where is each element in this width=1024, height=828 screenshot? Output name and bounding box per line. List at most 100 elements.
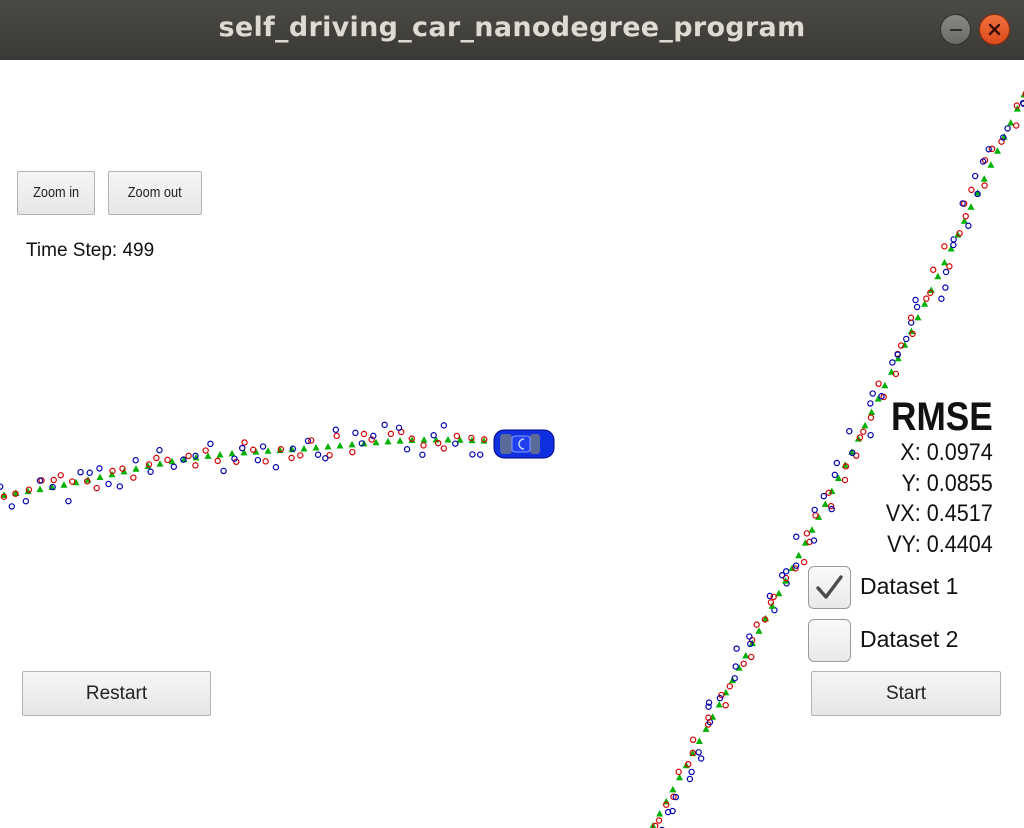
start-label: Start [885, 683, 927, 704]
lidar-measurement [652, 822, 659, 828]
radar-measurement [86, 469, 93, 476]
estimate-marker [240, 448, 248, 456]
radar-measurement [894, 351, 901, 358]
radar-measurement [304, 437, 312, 445]
radar-measurement [314, 451, 322, 458]
estimate-marker [914, 313, 922, 321]
radar-measurement [913, 303, 921, 311]
dataset-2-checkbox[interactable] [808, 619, 851, 662]
lidar-measurement [827, 502, 835, 510]
lidar-measurement [812, 512, 819, 519]
lidar-measurement [968, 186, 975, 194]
estimate-marker [921, 300, 929, 307]
lidar-measurement [689, 736, 697, 743]
lidar-measurement [841, 476, 849, 484]
lidar-measurement [408, 435, 415, 442]
rmse-vx: VX: 0.4517 [886, 500, 993, 527]
radar-measurement [974, 190, 981, 198]
zoom-out-label: Zoom out [128, 184, 182, 201]
estimate-marker [821, 500, 829, 507]
radar-measurement [49, 483, 56, 491]
zoom-out-button[interactable]: Zoom out [108, 171, 202, 215]
lidar-measurement [214, 457, 221, 465]
title-bar: self_driving_car_nanodegree_program [0, 0, 1024, 60]
lidar-measurement [185, 452, 192, 460]
radar-measurement [672, 793, 680, 801]
minimize-button[interactable] [940, 14, 971, 45]
lidar-measurement [249, 446, 257, 453]
lidar-measurement [856, 434, 864, 441]
zoom-in-label: Zoom in [32, 184, 80, 201]
radar-measurement [849, 449, 856, 457]
dataset-1-checkbox[interactable] [808, 566, 851, 609]
radar-measurement [959, 200, 966, 207]
radar-measurement [867, 431, 874, 439]
estimate-marker [755, 627, 763, 634]
estimate-marker [252, 448, 260, 455]
rmse-title: RMSE [891, 395, 993, 439]
close-button[interactable] [979, 14, 1010, 45]
radar-measurement [697, 755, 705, 762]
lidar-measurement [288, 454, 295, 462]
estimate-marker [1007, 119, 1015, 126]
dataset-1-label: Dataset 1 [860, 573, 959, 599]
estimate-marker [216, 451, 224, 458]
estimate-marker [168, 457, 176, 465]
radar-measurement [65, 497, 72, 505]
radar-measurement [705, 703, 712, 710]
radar-measurement [239, 444, 246, 452]
radar-measurement [370, 432, 377, 440]
radar-measurement [430, 432, 437, 439]
rmse-vy: VY: 0.4404 [887, 530, 993, 558]
restart-button[interactable]: Restart [22, 671, 211, 716]
lidar-measurement [83, 478, 91, 485]
zoom-in-button[interactable]: Zoom in [17, 171, 95, 215]
radar-measurement [867, 400, 874, 407]
lidar-measurement [69, 478, 76, 485]
radar-measurement [695, 749, 702, 756]
minimize-icon [950, 29, 962, 31]
estimate-marker [861, 421, 869, 429]
radar-measurement [272, 464, 280, 471]
estimate-marker [396, 437, 404, 444]
radar-measurement [259, 443, 267, 450]
radar-measurement [669, 807, 676, 815]
lidar-measurement [941, 243, 948, 250]
estimate-marker [24, 487, 32, 495]
radar-measurement [810, 537, 818, 544]
start-button[interactable]: Start [811, 671, 1001, 716]
radar-measurement [688, 768, 695, 776]
lidar-measurement [860, 428, 867, 435]
trajectory-plot [0, 91, 1024, 828]
radar-measurement [979, 158, 987, 165]
lidar-measurement [12, 490, 19, 497]
radar-measurement [716, 694, 724, 702]
lidar-measurement [767, 599, 775, 606]
radar-measurement [207, 440, 214, 448]
estimate-marker [372, 438, 380, 446]
lidar-measurement [842, 463, 850, 470]
radar-measurement [254, 456, 262, 464]
radar-measurement [289, 445, 297, 452]
lidar-measurement [277, 446, 285, 453]
estimate-marker [228, 449, 236, 457]
lidar-measurement [722, 702, 729, 709]
estimate-marker [980, 175, 988, 182]
lidar-measurement [1013, 102, 1021, 109]
estimate-marker [669, 785, 677, 793]
lidar-measurement [233, 458, 240, 466]
lidar-measurement [988, 145, 996, 153]
lidar-measurement [670, 793, 677, 800]
lidar-measurement [907, 314, 915, 321]
simulator-canvas[interactable]: Zoom in Zoom out Time Step: 499 RMSE X: … [0, 60, 1024, 828]
lidar-measurement [153, 454, 160, 462]
radar-measurement [659, 826, 665, 828]
lidar-measurement [892, 370, 900, 378]
lidar-measurement [308, 437, 315, 444]
radar-measurement [965, 222, 972, 229]
lidar-measurement [130, 474, 137, 481]
lidar-measurement [962, 212, 969, 220]
estimate-marker [941, 258, 948, 266]
estimate-marker [204, 452, 212, 459]
dataset-2-label: Dataset 2 [860, 626, 959, 652]
